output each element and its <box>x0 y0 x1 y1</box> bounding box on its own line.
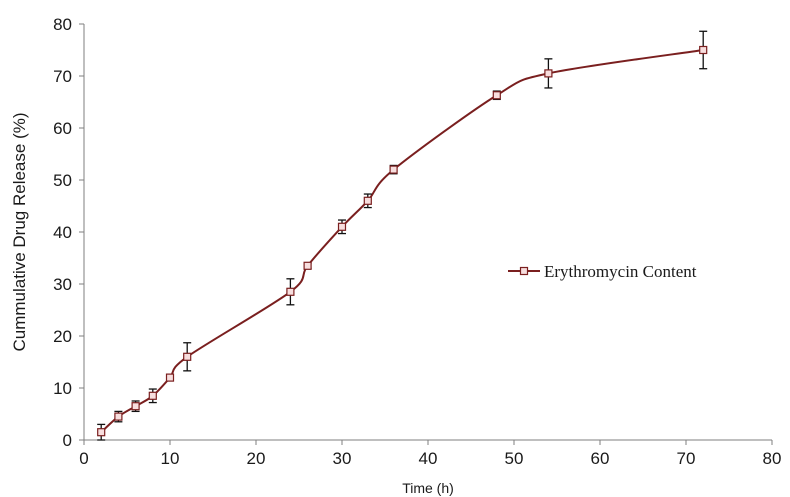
x-tick-label: 50 <box>505 449 524 468</box>
y-tick-label: 10 <box>53 379 72 398</box>
data-point <box>389 165 398 174</box>
x-tick-label: 10 <box>161 449 180 468</box>
y-axis-title: Cummulative Drug Release (%) <box>10 112 29 351</box>
data-point <box>97 428 106 437</box>
data-point <box>544 69 553 78</box>
series-layer <box>97 30 708 441</box>
y-tick-label: 80 <box>53 15 72 34</box>
axes <box>83 24 772 441</box>
data-point <box>337 222 347 231</box>
x-tick-label: 30 <box>333 449 352 468</box>
data-point <box>699 45 708 55</box>
data-point <box>114 412 123 421</box>
y-tick-label: 50 <box>53 171 72 190</box>
data-point <box>286 287 295 296</box>
data-point <box>165 373 175 382</box>
legend-marker <box>519 266 529 276</box>
data-point <box>183 352 192 361</box>
y-tick-label: 30 <box>53 275 72 294</box>
y-ticks: 0 10 20 30 40 50 60 70 80 <box>53 15 84 450</box>
x-ticks: 0 10 20 30 40 50 60 70 80 <box>79 440 781 468</box>
data-point <box>131 402 140 411</box>
data-point <box>303 261 312 270</box>
y-tick-label: 20 <box>53 327 72 346</box>
x-axis-title: Time (h) <box>402 480 454 496</box>
y-tick-label: 0 <box>63 431 72 450</box>
legend-label: Erythromycin Content <box>544 262 697 281</box>
y-tick-label: 70 <box>53 67 72 86</box>
x-tick-label: 20 <box>247 449 266 468</box>
x-tick-label: 60 <box>591 449 610 468</box>
data-point <box>492 91 501 100</box>
x-tick-label: 80 <box>763 449 782 468</box>
series-line <box>100 49 704 433</box>
x-tick-label: 40 <box>419 449 438 468</box>
data-point <box>363 196 372 205</box>
legend: Erythromycin Content <box>508 262 697 281</box>
y-tick-label: 60 <box>53 119 72 138</box>
x-tick-label: 70 <box>677 449 696 468</box>
data-point <box>148 391 157 400</box>
x-tick-label: 0 <box>79 449 88 468</box>
y-tick-label: 40 <box>53 223 72 242</box>
